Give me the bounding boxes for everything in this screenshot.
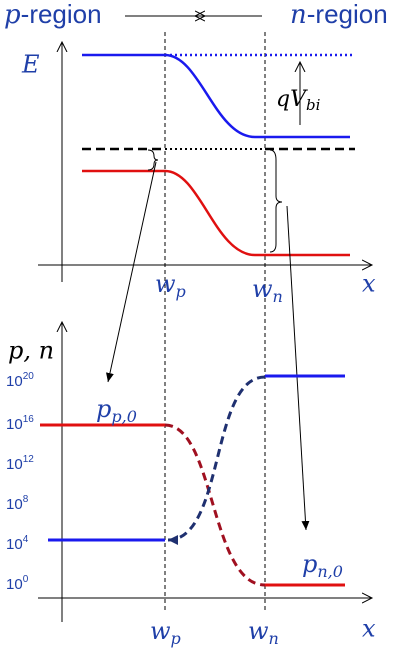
y-tick-label: 100 [6,574,29,593]
barrier-label: qVbi [276,87,321,114]
y-tick-label: 108 [6,494,29,513]
n-region-label: n-region [290,0,388,30]
x-tick-label: wp [150,617,181,648]
y-tick-label: 104 [6,534,29,553]
x-tick-label: wn [248,617,279,648]
carrier-label: pn,0 [302,550,343,581]
x-label: x [362,270,376,298]
y-tick-label: 1012 [6,454,34,473]
carrier-label: pp,0 [96,395,137,426]
y-tick-label: 1020 [6,371,34,390]
p-region-label: p-region [4,0,102,30]
x-tick-label: wn [252,275,283,306]
layout [38,16,372,622]
x-tick-label: wp [155,270,186,301]
y-label: E [21,51,40,79]
y-tick-label: 1016 [6,414,34,433]
y-label: p, n [8,337,54,365]
x-label: x [362,615,376,643]
